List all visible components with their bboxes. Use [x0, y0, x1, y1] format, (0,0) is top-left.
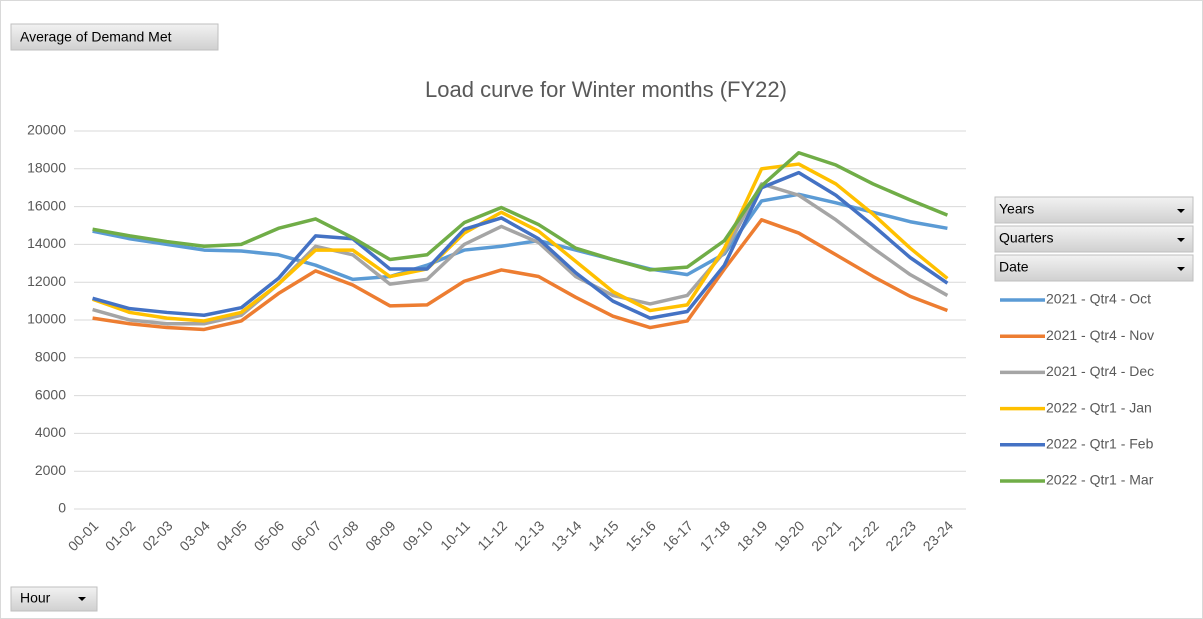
series-line: [92, 218, 949, 332]
y-tick-label: 20000: [27, 122, 66, 138]
y-tick-label: 0: [58, 500, 66, 516]
filter-label: Quarters: [999, 230, 1053, 246]
y-tick-label: 2000: [35, 462, 66, 478]
legend-label: 2021 - Qtr4 - Dec: [1046, 363, 1154, 379]
y-tick-label: 10000: [27, 311, 66, 327]
filter-label: Date: [999, 259, 1029, 275]
legend-label: 2022 - Qtr1 - Feb: [1046, 436, 1154, 452]
axis-field-label: Hour: [20, 590, 51, 606]
series-line: [92, 192, 948, 282]
dropdown-arrow: [1177, 267, 1185, 271]
chart-title: Load curve for Winter months (FY22): [425, 77, 787, 102]
series-line: [91, 162, 949, 323]
y-tick-label: 18000: [27, 160, 66, 176]
y-tick-label: 12000: [27, 273, 66, 289]
y-tick-label: 8000: [35, 349, 66, 365]
filter-button[interactable]: Quarters: [994, 225, 1194, 253]
filter-button-bg: [994, 225, 1194, 253]
value-field-button[interactable]: Average of Demand Met: [10, 23, 219, 51]
value-field-label: Average of Demand Met: [20, 29, 172, 45]
filter-label: Years: [999, 201, 1034, 217]
filter-button[interactable]: Date: [994, 254, 1194, 282]
series-line: [92, 182, 949, 326]
dropdown-arrow: [1177, 238, 1185, 242]
legend-label: 2022 - Qtr1 - Mar: [1046, 472, 1154, 488]
series-line: [92, 170, 949, 320]
dropdown-arrow: [1177, 209, 1185, 213]
series-line: [92, 150, 949, 272]
axis-field-button[interactable]: Hour: [10, 586, 98, 612]
y-tick-label: 16000: [27, 197, 66, 213]
filter-button[interactable]: Years: [994, 196, 1194, 224]
legend-label: 2022 - Qtr1 - Jan: [1046, 399, 1152, 415]
y-tick-label: 6000: [35, 386, 66, 402]
y-tick-label: 14000: [27, 235, 66, 251]
filter-button-bg: [994, 196, 1194, 224]
legend-label: 2021 - Qtr4 - Oct: [1046, 291, 1151, 307]
y-tick-label: 4000: [35, 424, 66, 440]
legend-label: 2021 - Qtr4 - Nov: [1046, 327, 1154, 343]
filter-button-bg: [994, 254, 1194, 282]
